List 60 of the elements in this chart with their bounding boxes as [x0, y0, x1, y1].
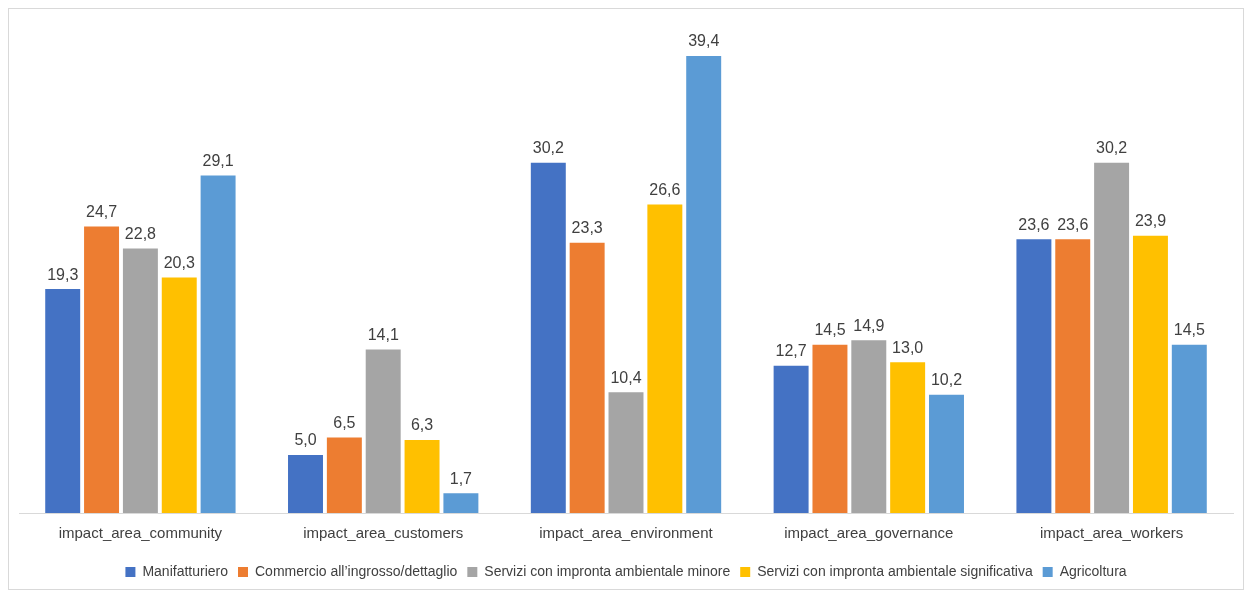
data-label: 29,1	[202, 151, 234, 169]
data-label: 14,9	[853, 316, 885, 334]
bar	[122, 248, 158, 513]
legend-label: Agricoltura	[1059, 562, 1127, 579]
data-label: 39,4	[688, 32, 720, 50]
data-label: 30,2	[532, 139, 564, 157]
data-label: 22,8	[124, 224, 157, 242]
bar	[1171, 344, 1207, 513]
x-tick-label: impact_area_workers	[1039, 524, 1184, 542]
bar	[1016, 239, 1052, 513]
data-label: 23,3	[571, 219, 603, 237]
bar	[84, 226, 120, 513]
bar	[812, 344, 848, 513]
bar	[686, 55, 722, 513]
bar	[890, 362, 926, 513]
bar	[443, 493, 479, 513]
data-label: 6,5	[333, 414, 356, 432]
bar	[326, 437, 362, 513]
data-label: 5,0	[294, 431, 317, 449]
bar	[1055, 239, 1091, 513]
data-label: 23,9	[1134, 212, 1167, 230]
bar	[608, 392, 644, 513]
bar	[647, 204, 683, 513]
data-label: 10,2	[930, 371, 963, 389]
data-label: 26,6	[649, 180, 681, 198]
data-label: 14,5	[814, 321, 846, 339]
bar	[851, 340, 887, 513]
data-label: 14,5	[1173, 321, 1205, 339]
legend-label: Servizi con impronta ambientale minore	[484, 562, 731, 579]
bar	[161, 277, 197, 513]
x-tick-label: impact_area_customers	[303, 524, 464, 542]
data-label: 23,6	[1057, 215, 1089, 233]
data-label: 10,4	[610, 368, 642, 386]
data-label: 23,6	[1018, 215, 1050, 233]
bar	[1094, 162, 1130, 513]
data-label: 30,2	[1096, 139, 1128, 157]
data-label: 20,3	[163, 253, 195, 271]
data-label: 13,0	[892, 338, 924, 356]
data-label: 12,7	[775, 342, 807, 360]
bar	[404, 439, 440, 513]
x-tick-label: impact_area_governance	[784, 524, 954, 542]
data-label: 19,3	[47, 265, 79, 283]
data-label: 24,7	[85, 202, 118, 220]
legend-label: Commercio all’ingrosso/dettaglio	[255, 562, 458, 579]
bar	[530, 162, 566, 513]
bar	[288, 455, 323, 513]
legend-label: Servizi con impronta ambientale significativa	[757, 562, 1033, 579]
bar	[365, 349, 401, 513]
bar	[1132, 235, 1168, 513]
bar	[773, 365, 809, 513]
legend-label: Manifatturiero	[142, 562, 229, 579]
x-tick-label: impact_area_community	[58, 524, 223, 542]
x-tick-label: impact_area_environment	[539, 524, 714, 542]
bar	[45, 289, 81, 513]
bar	[200, 175, 236, 513]
bar	[929, 394, 964, 513]
bar	[569, 242, 605, 513]
data-label: 1,7	[449, 469, 473, 487]
data-label: 6,3	[410, 416, 434, 434]
data-label: 14,1	[367, 325, 399, 343]
